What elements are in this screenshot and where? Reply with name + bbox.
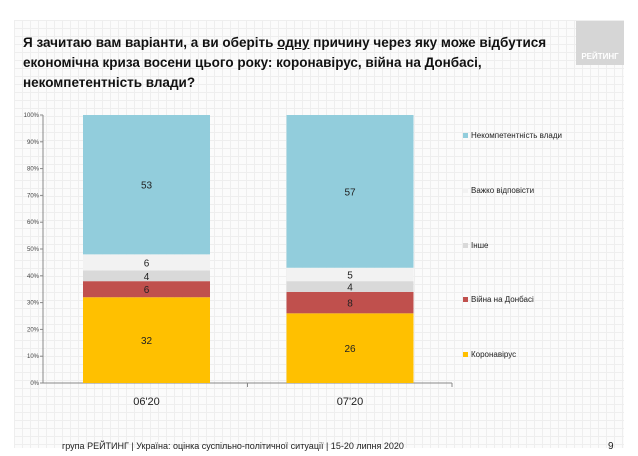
bar-segment [286,281,414,292]
page-number: 9 [608,441,614,452]
y-tick-label: 90% [27,140,40,146]
bar-segment [286,313,414,383]
data-label: 6 [144,285,150,296]
data-label: 26 [344,344,356,355]
legend-marker [463,188,468,193]
y-tick-label: 10% [27,354,40,360]
data-label: 8 [347,299,353,310]
bar-segment [286,267,414,282]
data-label: 32 [141,336,153,347]
y-tick-label: 80% [27,167,40,173]
y-tick-label: 40% [27,274,40,280]
y-tick-label: 100% [24,113,40,119]
rating-logo: РЕЙТИНГ [576,21,624,65]
data-label: 4 [144,272,150,283]
legend-label: Війна на Донбасі [471,295,534,304]
y-tick-label: 0% [30,381,39,387]
y-tick-label: 20% [27,327,40,333]
x-tick-label: 06'20 [133,396,160,408]
bar-segment [286,291,414,314]
bar-segment [83,297,210,383]
legend-label: Коронавірус [471,350,516,359]
footer-text: група РЕЙТИНГ | Україна: оцінка суспільн… [62,441,404,451]
bar-segment [83,254,210,271]
y-tick-label: 70% [27,193,40,199]
legend-label: Важко відповісти [471,186,534,195]
y-tick-label: 50% [27,247,40,253]
legend-marker [463,243,468,248]
bar-segment [286,115,414,268]
x-tick-label: 07'20 [337,396,364,408]
legend-label: Інше [471,241,489,250]
data-label: 57 [344,187,356,198]
legend-marker [463,352,468,357]
data-label: 53 [141,181,153,192]
bar-segment [83,270,210,282]
legend-label: Некомпетентність влади [471,131,562,140]
data-label: 6 [144,258,150,269]
legend-marker [463,133,468,138]
data-label: 4 [347,283,353,294]
legend-marker [463,297,468,302]
bar-segment [83,281,210,298]
y-tick-label: 30% [27,301,40,307]
page-title: Я зачитаю вам варіанти, а ви оберіть одн… [23,35,547,90]
data-label: 5 [347,270,353,281]
y-tick-label: 60% [27,220,40,226]
bar-segment [83,115,210,255]
